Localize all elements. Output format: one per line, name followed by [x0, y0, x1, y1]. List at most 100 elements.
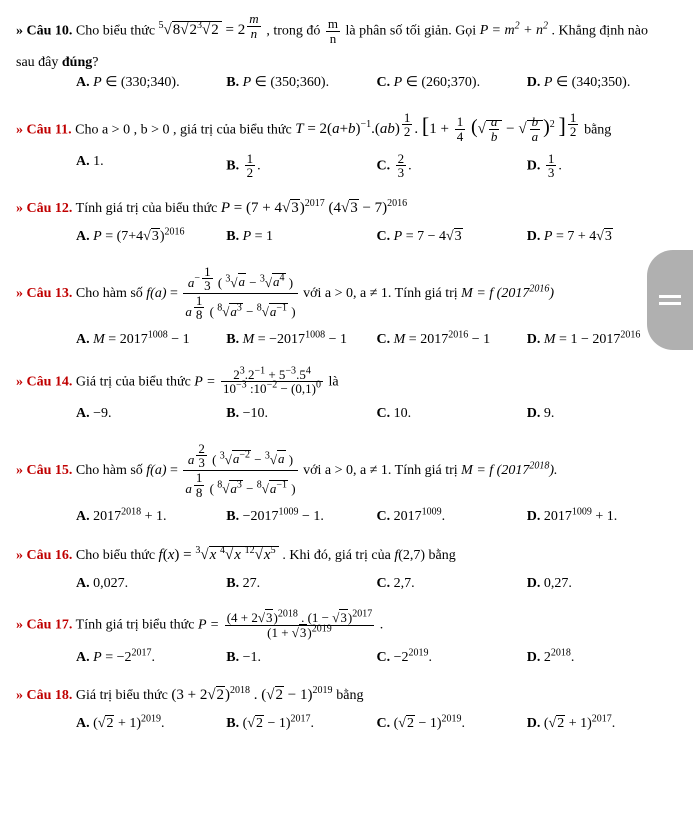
q12-choice-D[interactable]: D. P = 7 + 4√3	[527, 227, 677, 247]
q18-choice-C[interactable]: C. (√2 − 1)2019.	[377, 714, 527, 734]
q17-choice-C[interactable]: C. −22019.	[377, 648, 527, 668]
q16-choice-D[interactable]: D. 0,27.	[527, 574, 677, 594]
q17-peq: P =	[198, 618, 223, 633]
q14-choice-A[interactable]: A. −9.	[76, 404, 226, 424]
q10-stem-c: là phân số tối giản. Gọi	[346, 23, 480, 38]
q14-peq: P =	[194, 374, 219, 389]
q16-expr: f(x) = 3√x 4√x 12√x5	[159, 547, 283, 563]
q10-expr: 5√8√23√2 = 2mn	[159, 22, 267, 38]
q17-frac: (4 + 2√3)2018 . (1 − √3)2017 (1 + √3)201…	[225, 611, 375, 639]
q11-choice-B[interactable]: B. 12.	[226, 152, 376, 180]
question-10: » Câu 10. Cho biểu thức 5√8√23√2 = 2mn ,…	[16, 12, 677, 97]
question-13: » Câu 13. Cho hàm số f(a) = a−13 ( 3√a −…	[16, 265, 677, 354]
question-16: » Câu 16. Cho biểu thức f(x) = 3√x 4√x 1…	[16, 545, 677, 598]
q17-choice-D[interactable]: D. 22018.	[527, 648, 677, 668]
question-18: » Câu 18. Giá trị biểu thức (3 + 2√2)201…	[16, 685, 677, 738]
q17-label: » Câu 17.	[16, 618, 72, 633]
q14-frac: 23.2−1 + 5−3.54 10−3 :10−2 − (0,1)0	[221, 368, 323, 396]
q15-choices: A. 20172018 + 1. B. −20171009 − 1. C. 20…	[16, 507, 677, 531]
q15-label: » Câu 15.	[16, 463, 72, 478]
q13-label: » Câu 13.	[16, 286, 72, 301]
q15-tail: M = f (20172018).	[461, 463, 557, 478]
question-11: » Câu 11. Cho a > 0 , b > 0 , giá trị củ…	[16, 111, 677, 184]
q11-label: » Câu 11.	[16, 122, 72, 137]
question-12: » Câu 12. Tính giá trị của biểu thức P =…	[16, 198, 677, 251]
q15-choice-C[interactable]: C. 20171009.	[377, 507, 527, 527]
q18-choice-A[interactable]: A. (√2 + 1)2019.	[76, 714, 226, 734]
q10-expr2: P = m2 + n2	[480, 23, 548, 38]
q11-choice-D[interactable]: D. 13.	[527, 152, 677, 180]
q10-stem-d: . Khẳng định nào	[552, 23, 648, 38]
q10-choice-A[interactable]: A. P ∈ (330;340).	[76, 73, 226, 93]
q16-choice-B[interactable]: B. 27.	[226, 574, 376, 594]
q10-choices: A. P ∈ (330;340). B. P ∈ (350;360). C. P…	[16, 73, 677, 97]
q18-label: » Câu 18.	[16, 688, 72, 703]
q18-choice-B[interactable]: B. (√2 − 1)2017.	[226, 714, 376, 734]
q18-expr: (3 + 2√2)2018 . (√2 − 1)2019	[171, 687, 336, 703]
q14-choices: A. −9. B. −10. C. 10. D. 9.	[16, 404, 677, 428]
q10-frac-mn: mn	[326, 17, 340, 45]
q17-choice-A[interactable]: A. P = −22017.	[76, 648, 226, 668]
q14-tail: là	[328, 374, 338, 389]
q15-frac: a23 ( 3√a−2 − 3√a ) a18 ( 8√a3 − 8√a−1 )	[183, 442, 297, 500]
q11-choices: A. 1. B. 12. C. 23. D. 13.	[16, 152, 677, 184]
q14-choice-C[interactable]: C. 10.	[377, 404, 527, 424]
q13-choices: A. M = 20171008 − 1 B. M = −20171008 − 1…	[16, 330, 677, 354]
q12-choices: A. P = (7+4√3)2016 B. P = 1 C. P = 7 − 4…	[16, 227, 677, 251]
q11-stem-b: bằng	[584, 122, 611, 137]
q14-choice-B[interactable]: B. −10.	[226, 404, 376, 424]
q17-stem-a: Tính giá trị biểu thức	[76, 618, 198, 633]
q16-choice-C[interactable]: C. 2,7.	[377, 574, 527, 594]
q16-stem-b: . Khi đó, giá trị của f(2,7) bằng	[282, 548, 455, 563]
q15-choice-B[interactable]: B. −20171009 − 1.	[226, 507, 376, 527]
q11-choice-A[interactable]: A. 1.	[76, 152, 226, 180]
q14-stem-a: Giá trị của biểu thức	[76, 374, 194, 389]
q15-choice-A[interactable]: A. 20172018 + 1.	[76, 507, 226, 527]
hamburger-icon	[659, 295, 681, 305]
q15-choice-D[interactable]: D. 20171009 + 1.	[527, 507, 677, 527]
q12-choice-C[interactable]: C. P = 7 − 4√3	[377, 227, 527, 247]
q11-choice-C[interactable]: C. 23.	[377, 152, 527, 180]
q14-choice-D[interactable]: D. 9.	[527, 404, 677, 424]
q13-tail: M = f (20172016)	[461, 286, 554, 301]
q10-stem-b: , trong đó	[266, 23, 324, 38]
question-14: » Câu 14. Giá trị của biểu thức P = 23.2…	[16, 368, 677, 428]
q13-choice-C[interactable]: C. M = 20172016 − 1	[377, 330, 527, 350]
q15-stem-a: Cho hàm số	[76, 463, 146, 478]
q10-choice-B[interactable]: B. P ∈ (350;360).	[226, 73, 376, 93]
q17-choices: A. P = −22017. B. −1. C. −22019. D. 2201…	[16, 648, 677, 672]
q16-label: » Câu 16.	[16, 548, 72, 563]
q10-line2: sau đây đúng?	[16, 53, 677, 73]
q18-choice-D[interactable]: D. (√2 + 1)2017.	[527, 714, 677, 734]
question-17: » Câu 17. Tính giá trị biểu thức P = (4 …	[16, 611, 677, 671]
q18-choices: A. (√2 + 1)2019. B. (√2 − 1)2017. C. (√2…	[16, 714, 677, 738]
side-handle[interactable]	[647, 250, 693, 350]
q13-cond: với a > 0, a ≠ 1. Tính giá trị	[303, 286, 461, 301]
q17-tail: .	[380, 618, 384, 633]
q15-cond: với a > 0, a ≠ 1. Tính giá trị	[303, 463, 461, 478]
q10-label: » Câu 10.	[16, 23, 72, 38]
q16-choices: A. 0,027. B. 27. C. 2,7. D. 0,27.	[16, 574, 677, 598]
q12-choice-A[interactable]: A. P = (7+4√3)2016	[76, 227, 226, 247]
q12-expr: P = (7 + 4√3)2017 (4√3 − 7)2016	[221, 200, 407, 216]
q13-frac: a−13 ( 3√a − 3√a4 ) a18 ( 8√a3 − 8√a−1 )	[183, 265, 297, 323]
q17-choice-B[interactable]: B. −1.	[226, 648, 376, 668]
q18-stem-b: bằng	[336, 688, 363, 703]
q13-stem-a: Cho hàm số	[76, 286, 146, 301]
q10-stem-a: Cho biểu thức	[76, 23, 159, 38]
q11-stem-a: Cho a > 0 , b > 0 , giá trị của biểu thứ…	[75, 122, 295, 137]
q10-choice-C[interactable]: C. P ∈ (260;370).	[377, 73, 527, 93]
q18-stem-a: Giá trị biểu thức	[76, 688, 171, 703]
q14-label: » Câu 14.	[16, 374, 72, 389]
q11-expr: T = 2(a+b)−1.(ab)12. [1 + 14 (√ab − √ba)…	[295, 121, 584, 137]
q13-choice-A[interactable]: A. M = 20171008 − 1	[76, 330, 226, 350]
q12-choice-B[interactable]: B. P = 1	[226, 227, 376, 247]
q10-choice-D[interactable]: D. P ∈ (340;350).	[527, 73, 677, 93]
q12-stem-a: Tính giá trị của biểu thức	[76, 201, 221, 216]
question-15: » Câu 15. Cho hàm số f(a) = a23 ( 3√a−2 …	[16, 442, 677, 531]
q13-choice-B[interactable]: B. M = −20171008 − 1	[226, 330, 376, 350]
q15-fn: f(a)	[146, 463, 166, 478]
q12-label: » Câu 12.	[16, 201, 72, 216]
q16-choice-A[interactable]: A. 0,027.	[76, 574, 226, 594]
q13-fn: f(a)	[146, 286, 166, 301]
